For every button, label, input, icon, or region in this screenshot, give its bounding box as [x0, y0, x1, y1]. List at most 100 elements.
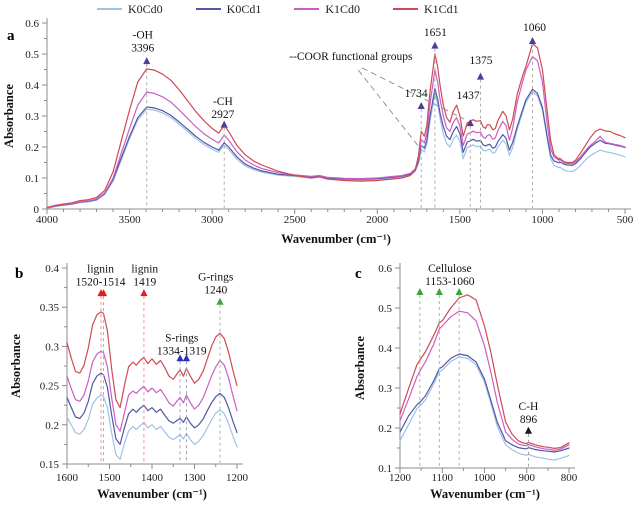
- annotation-text: 2927: [211, 109, 234, 121]
- panel-letter-a: a: [7, 28, 15, 44]
- x-tick-label: 800: [561, 472, 578, 484]
- legend-line-swatch-k1cd1: [393, 8, 419, 10]
- legend-label-k0cd1: K0Cd1: [226, 2, 262, 16]
- annotation-arrow-icon: [524, 426, 533, 434]
- x-tick-label: 2500: [284, 214, 307, 226]
- annotation-text: -CH: [213, 96, 233, 108]
- legend-label-k1cd0: K1Cd0: [325, 2, 361, 16]
- series-line-K1Cd0: [46, 55, 626, 209]
- annotation-arrow-icon: [455, 288, 463, 295]
- y-tick-label: 0.5: [25, 49, 39, 61]
- annotation-leader-line: [357, 69, 420, 148]
- x-tick-label: 500: [617, 214, 634, 226]
- annotation-text: 1520-1514: [76, 277, 126, 289]
- y-tick-label: 0.3: [45, 341, 59, 353]
- annotation-arrow-icon: [416, 288, 424, 295]
- series-line-K0Cd0: [46, 91, 626, 209]
- annotation-text: G-rings: [198, 272, 234, 284]
- annotation-text: -OH: [133, 30, 153, 42]
- annotation-text: 1240: [204, 285, 227, 297]
- annotation-text: S-rings: [165, 333, 199, 345]
- annotation-arrow-icon: [220, 120, 228, 128]
- annotation-text: C-H: [519, 401, 539, 413]
- annotation-text: 1334-1319: [157, 346, 207, 358]
- annotation-text: lignin: [131, 264, 158, 276]
- y-tick-label: 0.25: [40, 381, 60, 393]
- y-tick-label: 0.6: [378, 263, 392, 275]
- series-line-K0Cd1: [399, 353, 570, 453]
- series-line-K1Cd0: [66, 350, 238, 432]
- annotation-arrow-icon: [143, 57, 151, 65]
- annotation-text: --COOR functional groups: [289, 51, 413, 63]
- series-line-K0Cd1: [46, 88, 626, 209]
- y-tick-label: 0.3: [25, 111, 39, 123]
- annotation-text: 1651: [424, 27, 447, 39]
- x-tick-label: 1500: [99, 472, 122, 484]
- annotation-text: 1153-1060: [425, 276, 475, 288]
- x-axis-title: Wavenumber (cm⁻¹): [97, 487, 207, 501]
- annotation-arrow-icon: [216, 297, 224, 305]
- y-tick-label: 0.4: [25, 80, 39, 92]
- x-tick-label: 1200: [389, 472, 412, 484]
- x-tick-label: 4000: [36, 214, 59, 226]
- x-tick-label: 1600: [56, 472, 79, 484]
- annotation-arrow-icon: [476, 72, 485, 80]
- y-tick-label: 0.1: [378, 463, 392, 475]
- y-tick-label: 0.4: [378, 343, 392, 355]
- annotation-arrow-icon: [182, 354, 191, 362]
- x-tick-label: 1100: [431, 472, 453, 484]
- x-tick-label: 1000: [531, 214, 554, 226]
- legend-line-swatch-k0cd0: [97, 8, 122, 10]
- series-line-K1Cd0: [399, 310, 570, 451]
- annotation-arrow-icon: [140, 289, 148, 297]
- annotation-text: 1734: [405, 88, 428, 100]
- annotation-arrow-icon: [435, 288, 443, 295]
- annotation-arrow-icon: [176, 354, 184, 362]
- x-tick-label: 3000: [201, 214, 224, 226]
- annotation-text: 896: [520, 414, 538, 426]
- y-tick-label: 0.2: [45, 420, 59, 432]
- legend-item-k1cd1: K1Cd1: [393, 3, 459, 15]
- y-axis-title: Absorbance: [2, 84, 16, 148]
- panel-letter-b: b: [15, 266, 23, 282]
- annotation-text: 3396: [131, 43, 154, 55]
- y-tick-label: 0.2: [25, 142, 39, 154]
- legend-line-swatch-k1cd0: [294, 8, 320, 10]
- series-line-K1Cd1: [399, 294, 570, 449]
- y-tick-label: 0.35: [40, 302, 60, 314]
- y-tick-label: 0.4: [45, 263, 59, 275]
- x-tick-label: 1000: [474, 472, 497, 484]
- x-axis-title: Wavenumber (cm⁻¹): [430, 487, 540, 501]
- legend-line-swatch-k0cd1: [195, 8, 221, 10]
- annotation-arrow-icon: [528, 36, 537, 44]
- annotation-arrow-icon: [99, 289, 108, 297]
- series-line-K0Cd0: [399, 356, 570, 461]
- series-line-K0Cd1: [66, 372, 238, 445]
- annotation-text: lignin: [87, 264, 114, 276]
- y-tick-label: 0.6: [25, 18, 39, 30]
- x-tick-label: 2000: [366, 214, 389, 226]
- y-tick-label: 0.5: [378, 303, 392, 315]
- y-tick-label: 0.3: [378, 383, 392, 395]
- x-tick-label: 1500: [449, 214, 472, 226]
- annotation-arrow-icon: [417, 102, 425, 110]
- annotation-arrow-icon: [466, 119, 474, 127]
- legend-item-k0cd0: K0Cd0: [97, 3, 163, 15]
- x-tick-label: 900: [519, 472, 536, 484]
- series-line-K1Cd1: [46, 43, 626, 208]
- annotation-arrow-icon: [431, 41, 439, 49]
- legend: K0Cd0 K0Cd1 K1Cd0 K1Cd1: [97, 3, 459, 15]
- y-axis-title: Absorbance: [353, 336, 367, 400]
- series-line-K1Cd1: [66, 311, 238, 409]
- x-tick-label: 1400: [141, 472, 164, 484]
- annotation-text: 1419: [133, 277, 156, 289]
- x-tick-label: 1200: [226, 472, 249, 484]
- legend-label-k1cd1: K1Cd1: [424, 2, 459, 16]
- x-tick-label: 3500: [119, 214, 142, 226]
- y-tick-label: 0.2: [378, 423, 392, 435]
- legend-label-k0cd0: K0Cd0: [128, 2, 163, 16]
